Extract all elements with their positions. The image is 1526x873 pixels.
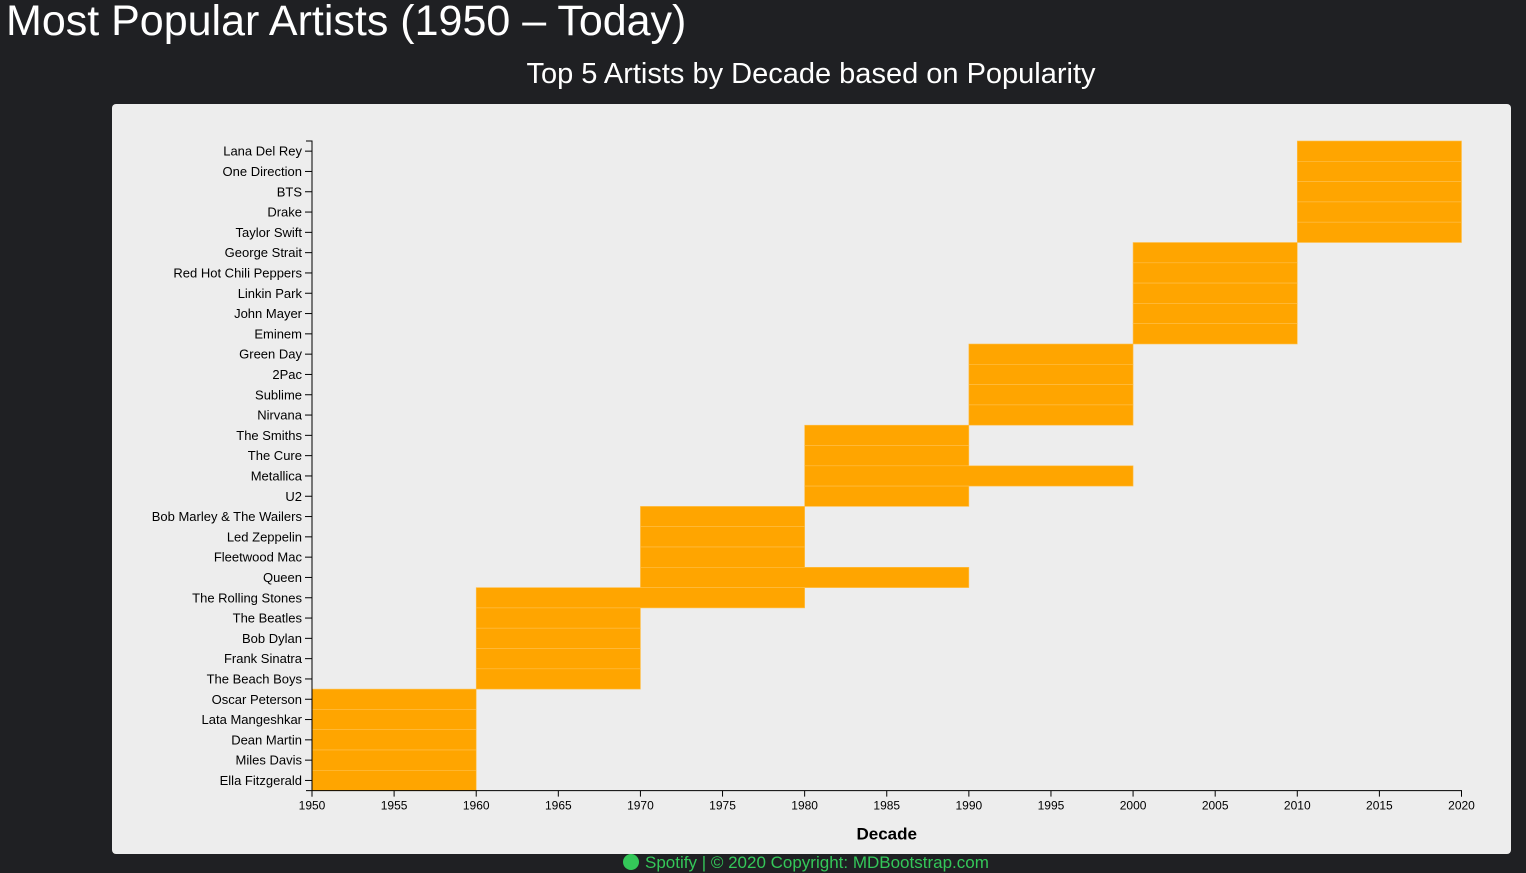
y-tick-label: Dean Martin [231, 732, 302, 747]
y-tick-label: Bob Dylan [242, 631, 302, 646]
y-tick-label: Miles Davis [236, 753, 303, 768]
y-tick-label: One Direction [223, 164, 302, 179]
y-tick-label: The Cure [248, 448, 302, 463]
bar-metallica [804, 465, 1134, 487]
bar-bts [1296, 181, 1462, 203]
y-tick-label: Red Hot Chili Peppers [173, 265, 302, 280]
x-tick-label: 1980 [791, 799, 818, 813]
y-tick-label: Bob Marley & The Wailers [152, 509, 303, 524]
bar-the-beatles [475, 607, 641, 629]
y-tick-label: Linkin Park [238, 286, 303, 301]
x-axis-title: Decade [857, 825, 917, 844]
bar-miles-davis [311, 749, 477, 771]
page-title: Most Popular Artists (1950 – Today) [6, 0, 687, 45]
y-tick-label: Queen [263, 570, 302, 585]
bar-bob-dylan [475, 627, 641, 649]
y-tick-label: Nirvana [257, 408, 303, 423]
y-tick-label: U2 [285, 489, 302, 504]
y-tick-label: Metallica [251, 468, 303, 483]
bar-george-strait [1132, 242, 1298, 264]
x-tick-label: 2000 [1120, 799, 1147, 813]
bar-red-hot-chili-peppers [1132, 262, 1298, 284]
chart-card: Lana Del Rey One Direction BTS Drake Taylor … [112, 104, 1511, 854]
y-tick-label: George Strait [225, 245, 303, 260]
bar-dean-martin [311, 729, 477, 751]
bar-lana-del-rey [1296, 140, 1462, 162]
x-tick-label: 2020 [1448, 799, 1475, 813]
bar-linkin-park [1132, 282, 1298, 304]
bar-the-cure [804, 445, 970, 467]
y-tick-label: Taylor Swift [236, 225, 303, 240]
x-tick-label: 1955 [381, 799, 408, 813]
y-tick-label: Fleetwood Mac [214, 550, 303, 565]
bar-led-zeppelin [640, 526, 805, 548]
bar-drake [1296, 201, 1462, 223]
y-tick-label: Eminem [254, 326, 302, 341]
y-tick-label: John Mayer [234, 306, 303, 321]
bar-sublime [968, 384, 1134, 406]
x-tick-label: 1970 [627, 799, 654, 813]
y-tick-label: The Beatles [233, 611, 303, 626]
bar-2pac [968, 363, 1134, 385]
y-tick-label: Lata Mangeshkar [202, 712, 303, 727]
bar-taylor-swift [1296, 221, 1462, 243]
bars-layer [311, 140, 1462, 791]
x-tick-label: 2010 [1284, 799, 1311, 813]
y-tick-label: BTS [277, 184, 303, 199]
x-tick-label: 2005 [1202, 799, 1229, 813]
x-tick-label: 1960 [463, 799, 490, 813]
bar-john-mayer [1132, 303, 1298, 324]
y-axis-line [306, 140, 313, 792]
bar-one-direction [1296, 160, 1462, 182]
bar-oscar-peterson [311, 688, 477, 710]
y-tick-label: Led Zeppelin [227, 529, 302, 544]
y-tick-label: Frank Sinatra [224, 651, 303, 666]
bar-u2 [804, 485, 970, 507]
x-tick-label: 1985 [873, 799, 900, 813]
x-tick-label: 1965 [545, 799, 572, 813]
x-axis: 1950 1955 1960 1965 1970 1975 1980 1985 1990 1995… [299, 790, 1475, 813]
bar-the-smiths [804, 424, 970, 446]
x-tick-label: 1975 [709, 799, 736, 813]
y-tick-label: Oscar Peterson [212, 692, 302, 707]
y-axis: Lana Del Rey One Direction BTS Drake Taylor … [152, 140, 313, 792]
bar-eminem [1132, 323, 1298, 345]
y-tick-label: The Beach Boys [207, 671, 303, 686]
bar-frank-sinatra [475, 648, 641, 670]
y-tick-label: Sublime [255, 387, 302, 402]
bar-nirvana [968, 404, 1134, 426]
chart-title: Top 5 Artists by Decade based on Popular… [526, 58, 1096, 90]
y-tick-label: The Smiths [236, 428, 302, 443]
bar-the-rolling-stones [475, 587, 805, 609]
bar-the-beach-boys [475, 668, 641, 690]
bar-bob-marley-the-wailers [640, 506, 805, 527]
footer: Spotify | © 2020 Copyright: MDBootstrap.… [623, 853, 989, 873]
x-tick-label: 1990 [956, 799, 983, 813]
x-tick-label: 2015 [1366, 799, 1393, 813]
bar-lata-mangeshkar [311, 709, 477, 731]
y-tick-label: 2Pac [272, 367, 302, 382]
spotify-icon [623, 854, 639, 870]
bar-green-day [968, 343, 1134, 365]
y-tick-label: Ella Fitzgerald [220, 773, 302, 788]
x-tick-label: 1995 [1038, 799, 1065, 813]
y-tick-label: Drake [267, 205, 302, 220]
decade-range-chart: Lana Del Rey One Direction BTS Drake Taylor … [152, 140, 1475, 844]
bar-queen [640, 566, 970, 588]
x-tick-label: 1950 [299, 799, 326, 813]
y-tick-label: Green Day [239, 347, 302, 362]
bar-ella-fitzgerald [311, 769, 477, 791]
bar-fleetwood-mac [640, 546, 805, 568]
y-tick-label: The Rolling Stones [192, 590, 302, 605]
y-tick-label: Lana Del Rey [223, 144, 302, 159]
